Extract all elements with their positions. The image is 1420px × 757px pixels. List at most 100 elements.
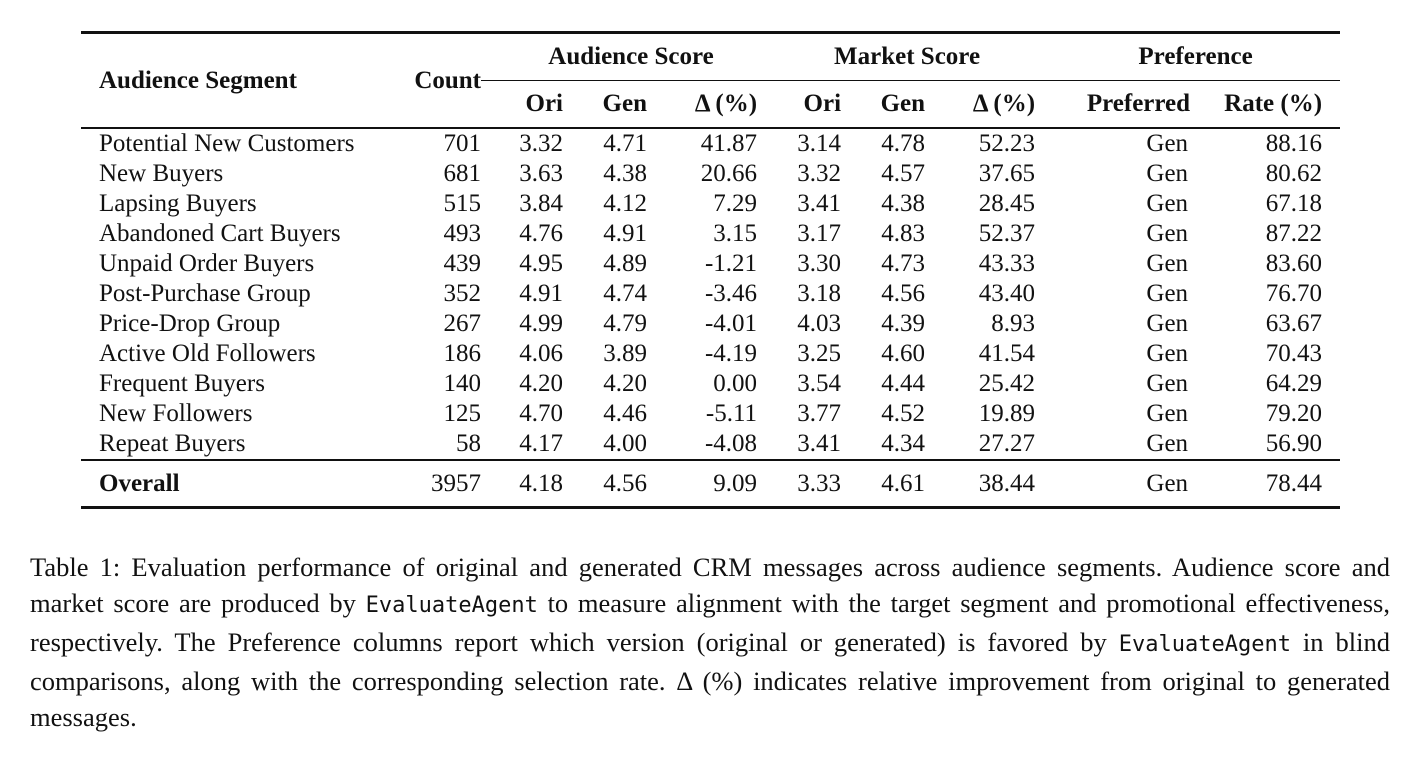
- cell-count: 493: [443, 220, 482, 247]
- cell-mkt-gen: 4.83: [881, 220, 926, 247]
- overall-segment: Overall: [81, 459, 401, 509]
- cell-count: 439: [443, 250, 482, 277]
- header-audience-group-label: Audience Score: [548, 43, 714, 70]
- cell-rate: 87.22: [1265, 220, 1323, 247]
- header-aud-ori: Ori: [481, 80, 563, 128]
- header-aud-gen: Gen: [563, 80, 647, 128]
- table-row: New Followers 125 4.70 4.46 -5.11 3.77 4.52 19.…: [81, 399, 1340, 429]
- results-table: Audience Segment Count Audience Score Ma…: [81, 31, 1341, 509]
- cell-rate: 80.62: [1265, 160, 1323, 187]
- cell-rate: 83.60: [1265, 250, 1323, 277]
- cell-preferred: Gen: [1146, 160, 1189, 187]
- header-mkt-delta: Δ (%): [925, 80, 1036, 128]
- cell-aud-ori: 4.76: [519, 220, 563, 247]
- header-market-group-label: Market Score: [834, 43, 981, 70]
- cell-mkt-delta: 25.42: [978, 370, 1036, 397]
- cell-aud-gen: 3.89: [603, 340, 647, 367]
- cell-aud-gen: 4.74: [603, 280, 647, 307]
- cell-segment: Post-Purchase Group: [99, 280, 311, 307]
- cell-mkt-gen: 4.34: [881, 430, 926, 457]
- cell-aud-ori: 4.91: [519, 280, 563, 307]
- cell-segment: Repeat Buyers: [99, 430, 246, 457]
- cell-mkt-ori: 3.17: [797, 220, 842, 247]
- cell-aud-delta: -3.46: [704, 280, 758, 307]
- overall-preferred: Gen: [1035, 459, 1191, 509]
- cell-segment: New Followers: [99, 400, 253, 427]
- cell-mkt-delta: 28.45: [978, 190, 1036, 217]
- cell-preferred: Gen: [1146, 400, 1189, 427]
- overall-aud-delta: 9.09: [647, 459, 758, 509]
- cell-segment: Frequent Buyers: [99, 370, 265, 397]
- overall-aud-ori: 4.18: [481, 459, 563, 509]
- table-row: Price-Drop Group 267 4.99 4.79 -4.01 4.03 4.39…: [81, 309, 1340, 339]
- header-preference-group-label: Preference: [1138, 43, 1253, 70]
- cell-aud-gen: 4.71: [603, 130, 647, 157]
- cell-mkt-gen: 4.39: [881, 310, 926, 337]
- caption-text-2: to measure alignment with the target seg…: [30, 588, 1390, 657]
- cell-aud-ori: 4.70: [519, 400, 563, 427]
- overall-aud-gen: 4.56: [563, 459, 647, 509]
- cell-segment: Unpaid Order Buyers: [99, 250, 315, 277]
- cell-mkt-gen: 4.60: [881, 340, 926, 367]
- header-audience-group: Audience Score: [481, 31, 758, 81]
- cell-preferred: Gen: [1146, 430, 1189, 457]
- cell-mkt-gen: 4.78: [881, 130, 926, 157]
- cell-mkt-gen: 4.52: [881, 400, 926, 427]
- cell-aud-delta: -1.21: [704, 250, 758, 277]
- cell-aud-delta: -4.19: [704, 340, 758, 367]
- cell-aud-delta: -4.01: [704, 310, 758, 337]
- cell-count: 352: [443, 280, 482, 307]
- cell-mkt-gen: 4.38: [881, 190, 926, 217]
- cell-aud-ori: 4.95: [519, 250, 563, 277]
- cell-aud-delta: -4.08: [704, 430, 758, 457]
- cell-mkt-ori: 3.41: [797, 430, 842, 457]
- cell-aud-ori: 4.06: [519, 340, 563, 367]
- cell-count: 681: [443, 160, 482, 187]
- header-rate: Rate (%): [1190, 80, 1341, 128]
- cell-segment: Price-Drop Group: [99, 310, 281, 337]
- cell-aud-gen: 4.91: [603, 220, 647, 247]
- header-row-groups: Audience Segment Count Audience Score Ma…: [81, 31, 1341, 128]
- cell-aud-delta: 0.00: [713, 370, 758, 397]
- header-mkt-gen: Gen: [841, 80, 926, 128]
- cell-mkt-delta: 37.65: [978, 160, 1036, 187]
- cell-segment: New Buyers: [99, 160, 224, 187]
- overall-mkt-gen: 4.61: [841, 459, 926, 509]
- cell-mkt-gen: 4.56: [881, 280, 926, 307]
- cell-mkt-ori: 3.30: [797, 250, 842, 277]
- cell-mkt-ori: 3.14: [797, 130, 842, 157]
- cell-aud-ori: 4.20: [519, 370, 563, 397]
- header-preference-group: Preference: [1035, 31, 1341, 81]
- cell-rate: 70.43: [1265, 340, 1323, 367]
- overall-rate: 78.44: [1190, 459, 1341, 509]
- cell-count: 186: [443, 340, 482, 367]
- table-overall: Overall 3957 4.18 4.56 9.09 3.33 4.61 38…: [81, 459, 1341, 509]
- cell-aud-ori: 3.84: [519, 190, 563, 217]
- header-aud-delta: Δ (%): [647, 80, 758, 128]
- cell-mkt-delta: 27.27: [978, 430, 1036, 457]
- cell-mkt-gen: 4.57: [881, 160, 926, 187]
- cell-segment: Abandoned Cart Buyers: [99, 220, 341, 247]
- cell-mkt-delta: 19.89: [978, 400, 1036, 427]
- cell-mkt-delta: 52.23: [978, 130, 1036, 157]
- cell-count: 515: [443, 190, 482, 217]
- cell-preferred: Gen: [1146, 220, 1189, 247]
- cell-mkt-ori: 4.03: [797, 310, 842, 337]
- table-caption: Table 1: Evaluation performance of origi…: [30, 549, 1390, 735]
- cell-count: 140: [443, 370, 482, 397]
- cell-aud-delta: 7.29: [713, 190, 758, 217]
- table-row: Post-Purchase Group 352 4.91 4.74 -3.46 3.18 4…: [81, 279, 1340, 309]
- cell-rate: 56.90: [1265, 430, 1323, 457]
- caption-agent-name-2: EvaluateAgent: [1118, 632, 1291, 657]
- cell-segment: Potential New Customers: [99, 130, 355, 157]
- cell-segment: Active Old Followers: [99, 340, 316, 367]
- cell-mkt-delta: 43.33: [978, 250, 1036, 277]
- table-row: Repeat Buyers 58 4.17 4.00 -4.08 3.41 4.34 27.2…: [81, 429, 1340, 460]
- cell-aud-delta: 41.87: [700, 130, 758, 157]
- cell-aud-gen: 4.12: [603, 190, 647, 217]
- table-row: New Buyers 681 3.63 4.38 20.66 3.32 4.57 37.65 G…: [81, 159, 1340, 189]
- caption-text-1: Table 1: Evaluation performance of origi…: [30, 552, 1390, 618]
- cell-aud-ori: 4.17: [519, 430, 563, 457]
- cell-segment: Lapsing Buyers: [99, 190, 257, 217]
- cell-preferred: Gen: [1146, 190, 1189, 217]
